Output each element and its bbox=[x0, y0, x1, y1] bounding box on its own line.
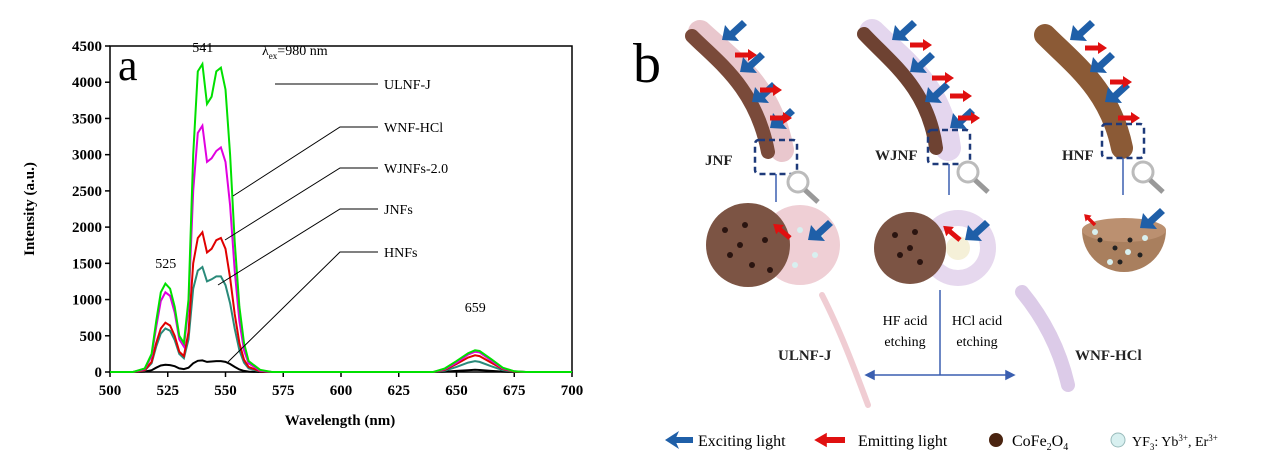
series-label: JNFs bbox=[384, 203, 413, 218]
y-axis-label: Intensity (a.u.) bbox=[22, 162, 38, 256]
series-line bbox=[110, 61, 572, 373]
fiber-label: JNF bbox=[705, 153, 733, 169]
panel-label: b bbox=[633, 33, 661, 95]
etching-label: etching bbox=[884, 335, 925, 350]
y-tick-label: 0 bbox=[95, 365, 103, 381]
legend-label: YF3: Yb3+, Er3+ bbox=[1132, 433, 1218, 450]
fiber-label: HNF bbox=[1062, 148, 1094, 164]
t: 3 bbox=[1150, 442, 1155, 450]
x-tick-label: 550 bbox=[214, 383, 237, 399]
x-tick-label: 575 bbox=[272, 383, 295, 399]
peak-label: 525 bbox=[155, 257, 176, 272]
lambda-text: =980 nm bbox=[277, 44, 327, 59]
t: YF bbox=[1132, 435, 1150, 450]
etching-label: HF acid bbox=[883, 314, 928, 329]
series-label: WNF-HCl bbox=[384, 121, 443, 136]
etching-label: HCl acid bbox=[952, 314, 1002, 329]
fiber-pink bbox=[688, 20, 794, 162]
x-tick-label: 625 bbox=[388, 383, 411, 399]
spectrum-chart: a Wavelength (nm) Intensity (a.u.) λex=9… bbox=[22, 39, 583, 429]
fiber-wnf bbox=[1015, 285, 1075, 392]
zoom-boxes bbox=[753, 122, 1146, 176]
y-tick-label: 3500 bbox=[72, 111, 102, 127]
fiber-shell bbox=[859, 19, 961, 161]
y-tick-label: 1500 bbox=[72, 256, 102, 272]
series-line bbox=[110, 229, 572, 373]
y-tick-label: 2000 bbox=[72, 220, 102, 236]
series-label: WJNFs-2.0 bbox=[384, 162, 448, 177]
x-axis-label: Wavelength (nm) bbox=[285, 413, 395, 429]
leader-line bbox=[232, 126, 378, 197]
series-line bbox=[110, 359, 572, 373]
legend-label: CoFe2O4 bbox=[1012, 433, 1068, 450]
series-label: HNFs bbox=[384, 246, 417, 261]
x-tick-label: 650 bbox=[445, 383, 468, 399]
fiber-brown bbox=[685, 29, 775, 159]
t: 3+ bbox=[1208, 433, 1218, 443]
schematic: b bbox=[633, 19, 1218, 450]
t: 2 bbox=[1047, 442, 1052, 450]
x-tick-label: 675 bbox=[503, 383, 526, 399]
y-tick-label: 2500 bbox=[72, 184, 102, 200]
leader-line bbox=[227, 251, 378, 363]
etching-arrows bbox=[864, 290, 1016, 381]
product-label: ULNF-J bbox=[778, 348, 832, 364]
y-tick-label: 4000 bbox=[72, 75, 102, 91]
peak-label: 659 bbox=[465, 301, 486, 316]
etching-label: etching bbox=[956, 335, 997, 350]
zoom-arrows bbox=[775, 158, 1124, 202]
leader-line bbox=[217, 208, 378, 286]
leader-line bbox=[224, 167, 378, 241]
panel-label: a bbox=[118, 41, 138, 90]
x-tick-label: 600 bbox=[330, 383, 353, 399]
legend-label: Exciting light bbox=[698, 433, 786, 450]
fiber-ulnf bbox=[819, 292, 871, 408]
magnifiers bbox=[786, 160, 1165, 204]
t: : Yb bbox=[1154, 435, 1178, 450]
y-tick-label: 1000 bbox=[72, 293, 102, 309]
t: O bbox=[1052, 433, 1064, 450]
y-tick-label: 4500 bbox=[72, 39, 102, 55]
lambda: λ bbox=[262, 44, 269, 59]
y-tick-label: 3000 bbox=[72, 148, 102, 164]
fiber-hnf bbox=[1034, 24, 1133, 159]
x-tick-label: 500 bbox=[99, 383, 122, 399]
legend: Exciting light Emitting light CoFe2O4 YF… bbox=[665, 431, 1218, 450]
t: CoFe bbox=[1012, 433, 1047, 450]
t: 4 bbox=[1063, 442, 1068, 450]
t: 3+ bbox=[1178, 433, 1188, 443]
series-line bbox=[110, 265, 572, 373]
lambda-sub: ex bbox=[269, 51, 278, 61]
fiber-brown bbox=[857, 27, 943, 155]
legend-label: Emitting light bbox=[858, 433, 948, 450]
peak-label: 541 bbox=[192, 41, 213, 56]
y-tick-label: 500 bbox=[80, 329, 103, 345]
zoom-views bbox=[706, 203, 1166, 287]
series-label: ULNF-J bbox=[384, 78, 431, 93]
series-line bbox=[110, 122, 572, 373]
x-tick-label: 525 bbox=[157, 383, 180, 399]
fiber-label: WJNF bbox=[875, 148, 918, 164]
product-label: WNF-HCl bbox=[1075, 348, 1142, 364]
t: , Er bbox=[1188, 435, 1209, 450]
x-tick-label: 700 bbox=[561, 383, 584, 399]
excitation-label: λex=980 nm bbox=[262, 44, 328, 61]
